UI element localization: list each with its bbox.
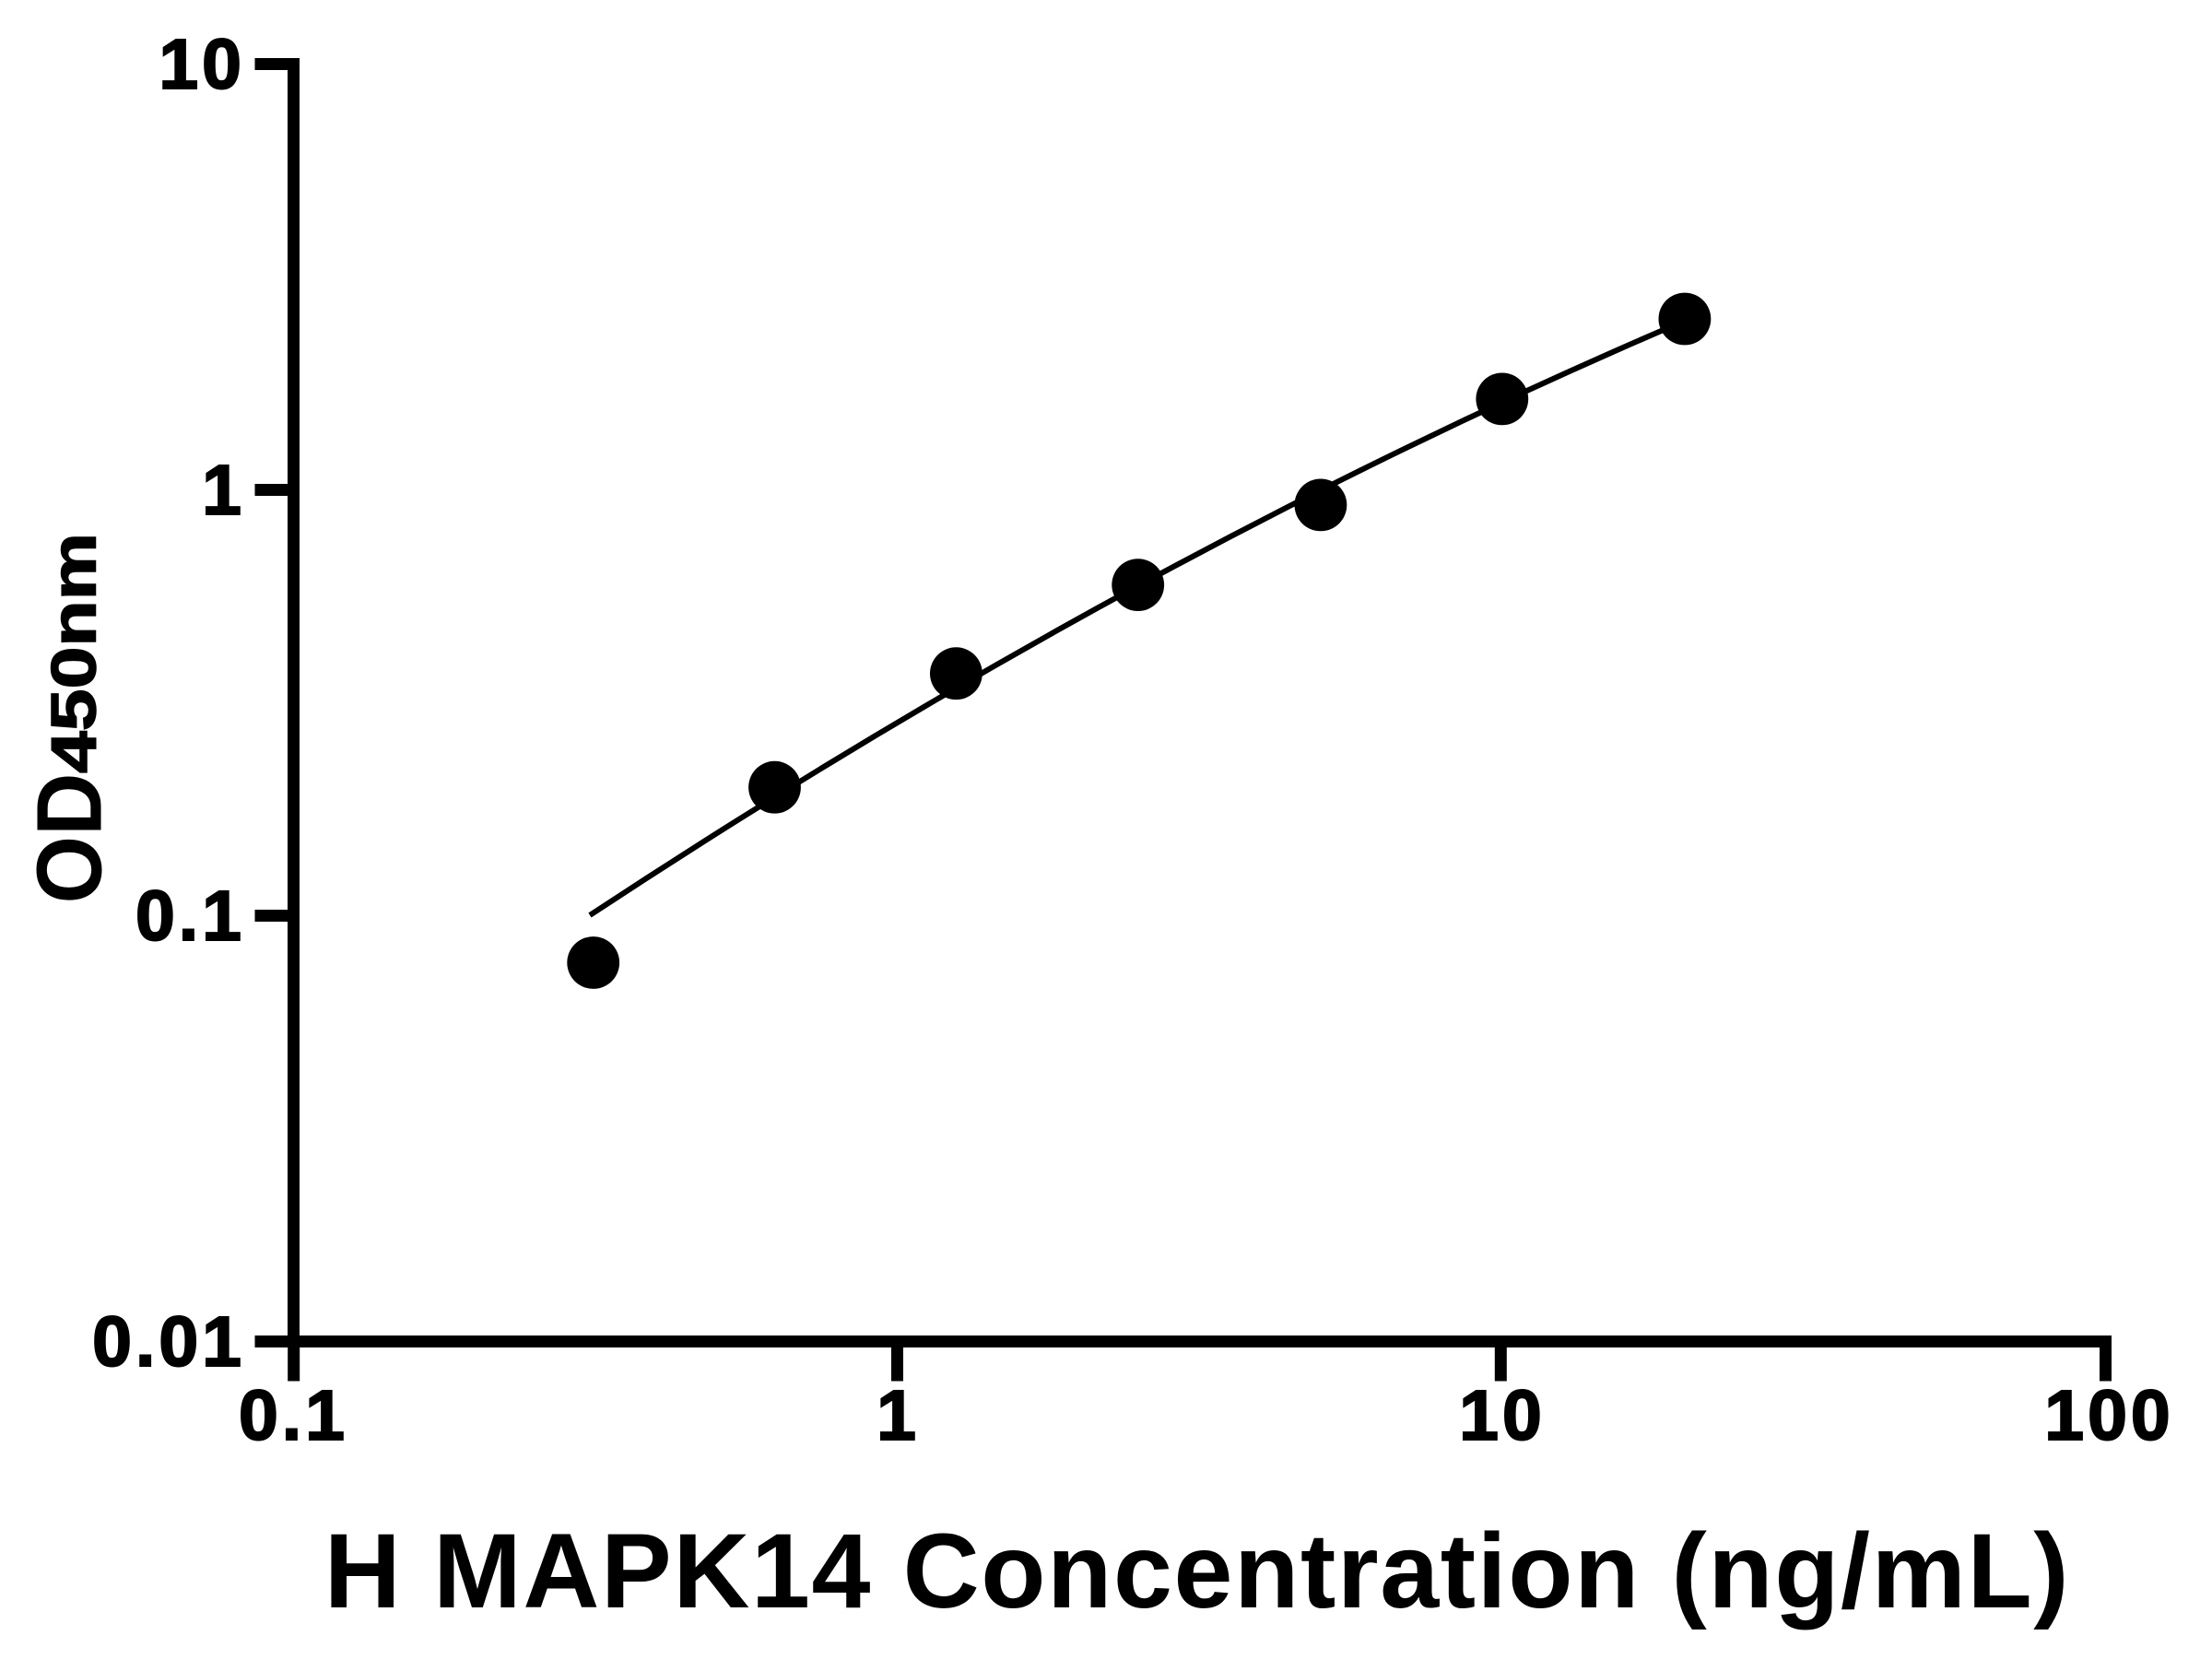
svg-text:450nm: 450nm: [39, 533, 110, 773]
svg-text:0.01: 0.01: [92, 1302, 245, 1382]
svg-text:1: 1: [202, 451, 245, 530]
svg-text:10: 10: [1459, 1376, 1546, 1455]
svg-text:100: 100: [2044, 1376, 2173, 1455]
svg-text:OD: OD: [18, 773, 122, 904]
svg-text:0.1: 0.1: [135, 877, 245, 956]
svg-text:10: 10: [159, 25, 245, 104]
svg-text:1: 1: [877, 1376, 920, 1455]
svg-text:0.1: 0.1: [239, 1376, 348, 1455]
svg-text:H MAPK14 Concentration (ng/mL): H MAPK14 Concentration (ng/mL): [324, 1512, 2070, 1630]
